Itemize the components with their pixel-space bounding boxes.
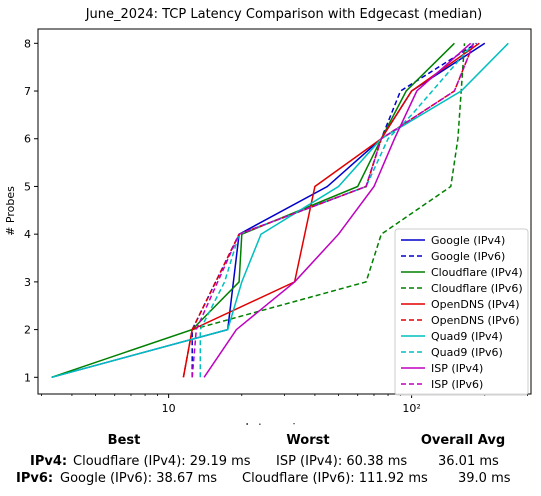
summary-ipv6-avg: 39.0 ms bbox=[458, 471, 511, 486]
y-tick-label: 1 bbox=[24, 371, 31, 384]
y-tick-label: 8 bbox=[24, 37, 31, 50]
legend-label: OpenDNS (IPv6) bbox=[431, 314, 520, 327]
summary-ipv4-avg: 36.01 ms bbox=[438, 454, 499, 469]
summary-ipv4-best: Cloudflare (IPv4): 29.19 ms bbox=[73, 454, 251, 469]
summary-row-ipv4: IPv4: bbox=[30, 454, 68, 469]
y-tick-label: 2 bbox=[24, 324, 31, 337]
legend-label: Cloudflare (IPv6) bbox=[431, 282, 523, 295]
x-axis-label: Latency in ms bbox=[246, 421, 323, 425]
series-line-2 bbox=[51, 42, 455, 379]
legend-label: Google (IPv6) bbox=[431, 250, 505, 263]
y-tick-label: 3 bbox=[24, 276, 31, 289]
legend-label: Cloudflare (IPv4) bbox=[431, 266, 523, 279]
series-line-9 bbox=[191, 43, 475, 378]
y-tick-label: 4 bbox=[24, 228, 31, 241]
legend: Google (IPv4) Google (IPv6) Cloudflare (IP… bbox=[394, 228, 529, 396]
y-axis-ticks: 1 2 3 4 5 6 7 8 bbox=[24, 37, 38, 384]
legend-label: Quad9 (IPv6) bbox=[431, 346, 503, 359]
series-line-6 bbox=[51, 42, 509, 379]
x-tick-label: 10 bbox=[162, 402, 176, 415]
legend-label: ISP (IPv4) bbox=[431, 362, 483, 375]
y-tick-label: 6 bbox=[24, 133, 31, 146]
legend-label: Google (IPv4) bbox=[431, 234, 505, 247]
summary-ipv6-best: Google (IPv6): 38.67 ms bbox=[60, 471, 218, 486]
summary-ipv4-label: IPv4 bbox=[30, 454, 62, 469]
legend-label: OpenDNS (IPv4) bbox=[431, 298, 520, 311]
summary-row-ipv6: IPv6: bbox=[16, 471, 54, 486]
series-lines bbox=[51, 42, 509, 379]
y-tick-label: 7 bbox=[24, 85, 31, 98]
series-line-8 bbox=[203, 42, 472, 378]
y-tick-label: 5 bbox=[24, 180, 31, 193]
legend-label: Quad9 (IPv4) bbox=[431, 330, 503, 343]
chart-title: June_2024: TCP Latency Comparison with E… bbox=[85, 7, 483, 22]
y-axis-label: # Probes bbox=[4, 186, 17, 236]
summary-header-worst: Worst bbox=[286, 433, 330, 448]
summary-header-avg: Overall Avg bbox=[420, 433, 506, 448]
summary-ipv4-worst: ISP (IPv4): 60.38 ms bbox=[276, 454, 408, 469]
summary-ipv6-label: IPv6 bbox=[16, 471, 48, 486]
legend-label: ISP (IPv6) bbox=[431, 378, 483, 391]
summary-header-best: Best bbox=[107, 433, 141, 448]
latency-chart: June_2024: TCP Latency Comparison with E… bbox=[4, 7, 532, 425]
x-tick-label: 10² bbox=[402, 402, 420, 415]
legend-box bbox=[394, 228, 529, 396]
x-axis-ticks: 10 10² bbox=[41, 394, 528, 415]
summary-ipv6-worst: Cloudflare (IPv6): 111.92 ms bbox=[242, 471, 428, 486]
